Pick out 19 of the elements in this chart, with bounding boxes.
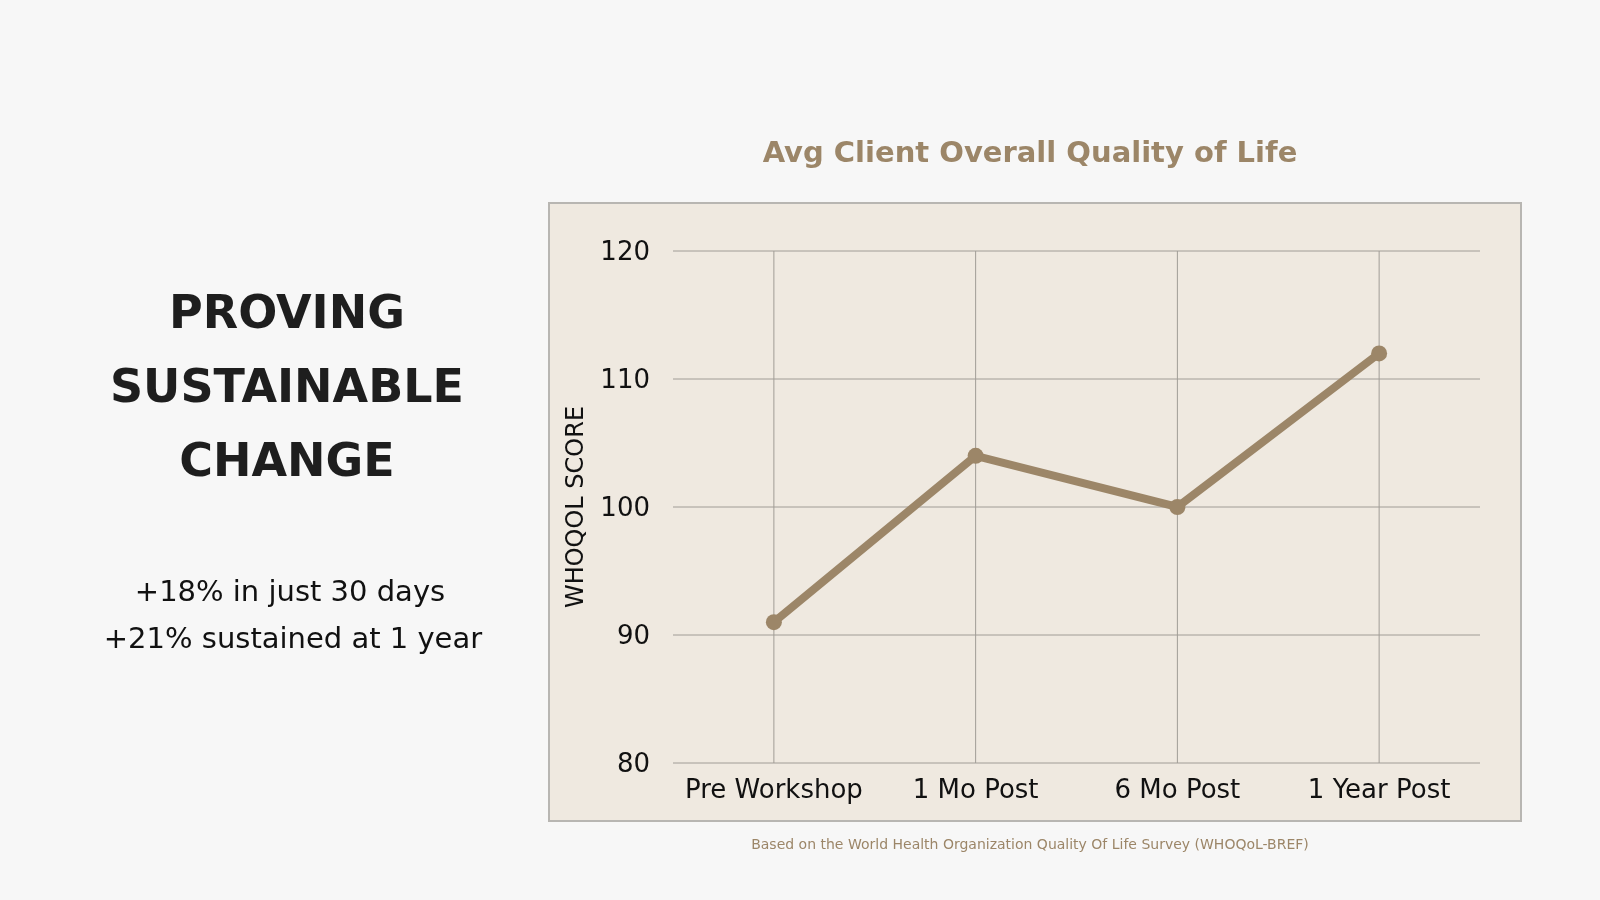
x-tick-label: 1 Year Post — [1307, 774, 1451, 804]
chart-title: Avg Client Overall Quality of Life — [762, 135, 1298, 169]
x-tick-label: 6 Mo Post — [1114, 774, 1241, 804]
point — [1371, 345, 1388, 362]
y-tick-label: 90 — [616, 620, 650, 651]
y-tick-label: 120 — [600, 236, 650, 267]
text: +18% in just 30 days — [134, 574, 446, 608]
point — [765, 614, 782, 631]
y-tick-label: 80 — [616, 748, 650, 779]
y-tick-label: 100 — [600, 492, 650, 523]
x-tick-label: Pre Workshop — [684, 774, 863, 804]
text: PROVING SUSTAINABLE CHANGE — [109, 285, 465, 487]
x-tick-label: 1 Mo Post — [912, 774, 1039, 804]
point — [1169, 499, 1186, 515]
text: +21% sustained at 1 year — [103, 621, 483, 655]
point — [967, 447, 984, 464]
text: Based on the World Health Organization Quality Of Life Survey (WHOQoL-BREF) — [751, 836, 1309, 852]
y-tick-label: 110 — [600, 364, 650, 395]
y-axis-title: WHOQOL SCORE — [561, 405, 589, 609]
